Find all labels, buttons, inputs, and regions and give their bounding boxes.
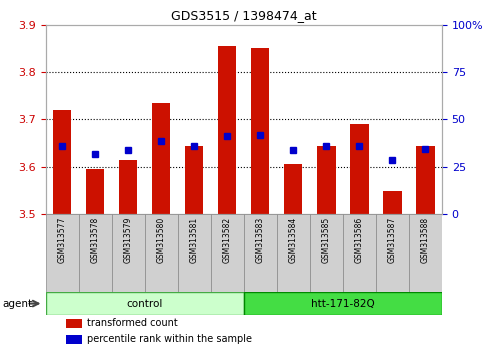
Bar <box>66 335 82 344</box>
Text: GSM313581: GSM313581 <box>190 217 199 263</box>
Text: GSM313588: GSM313588 <box>421 217 430 263</box>
Bar <box>53 110 71 214</box>
Bar <box>384 192 401 214</box>
Bar <box>284 165 302 214</box>
Text: percentile rank within the sample: percentile rank within the sample <box>87 334 253 344</box>
Text: GSM313584: GSM313584 <box>289 217 298 263</box>
FancyBboxPatch shape <box>46 292 244 315</box>
Bar <box>317 145 336 214</box>
Bar <box>66 319 82 328</box>
Bar <box>185 145 203 214</box>
FancyBboxPatch shape <box>376 214 409 292</box>
FancyBboxPatch shape <box>178 214 211 292</box>
Title: GDS3515 / 1398474_at: GDS3515 / 1398474_at <box>171 9 317 22</box>
Bar <box>119 160 138 214</box>
Text: GSM313577: GSM313577 <box>58 217 67 263</box>
Text: GSM313587: GSM313587 <box>388 217 397 263</box>
Text: GSM313578: GSM313578 <box>91 217 100 263</box>
Text: GSM313580: GSM313580 <box>157 217 166 263</box>
Text: htt-171-82Q: htt-171-82Q <box>311 298 375 309</box>
Text: GSM313579: GSM313579 <box>124 217 133 263</box>
Text: agent: agent <box>2 298 32 309</box>
Text: GSM313585: GSM313585 <box>322 217 331 263</box>
FancyBboxPatch shape <box>244 214 277 292</box>
FancyBboxPatch shape <box>343 214 376 292</box>
Text: transformed count: transformed count <box>87 318 178 328</box>
FancyBboxPatch shape <box>112 214 145 292</box>
Text: control: control <box>127 298 163 309</box>
Text: GSM313582: GSM313582 <box>223 217 232 263</box>
FancyBboxPatch shape <box>244 292 442 315</box>
Bar <box>251 47 270 214</box>
FancyBboxPatch shape <box>409 214 442 292</box>
FancyBboxPatch shape <box>277 214 310 292</box>
Bar <box>152 103 170 214</box>
FancyBboxPatch shape <box>79 214 112 292</box>
Bar <box>86 169 104 214</box>
FancyBboxPatch shape <box>46 214 79 292</box>
Bar <box>350 124 369 214</box>
FancyBboxPatch shape <box>310 214 343 292</box>
FancyBboxPatch shape <box>211 214 244 292</box>
Text: GSM313583: GSM313583 <box>256 217 265 263</box>
Bar <box>218 46 237 214</box>
Text: GSM313586: GSM313586 <box>355 217 364 263</box>
Bar <box>416 145 435 214</box>
FancyBboxPatch shape <box>145 214 178 292</box>
